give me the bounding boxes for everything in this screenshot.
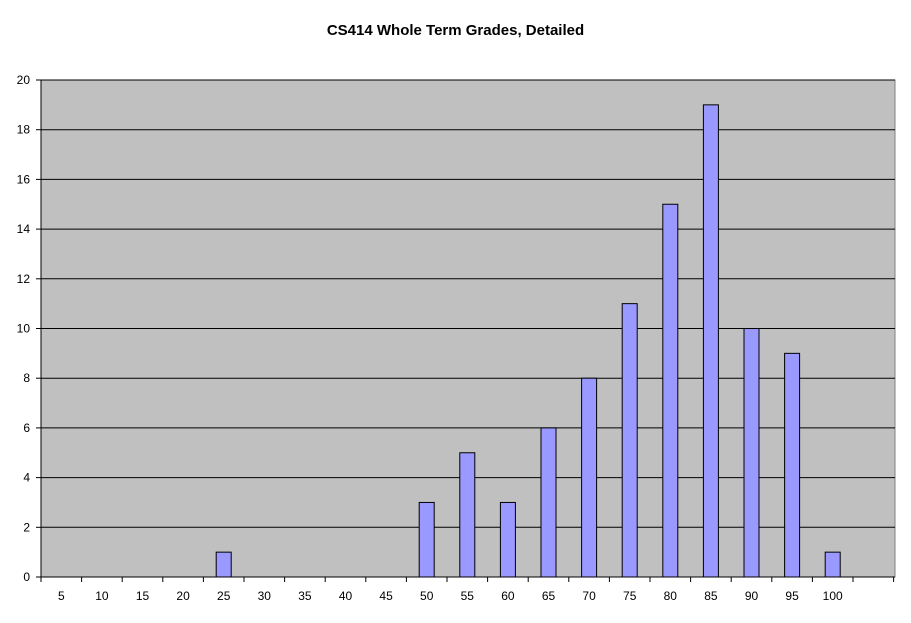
bar bbox=[784, 352, 801, 578]
x-tick-label: 95 bbox=[785, 589, 799, 603]
x-tick-label: 75 bbox=[623, 589, 637, 603]
x-tick-label: 100 bbox=[823, 589, 843, 603]
x-tick-label: 45 bbox=[379, 589, 393, 603]
x-tick-label: 30 bbox=[258, 589, 272, 603]
bar bbox=[540, 427, 557, 578]
y-tick-label: 14 bbox=[17, 222, 31, 236]
bar bbox=[621, 303, 638, 578]
y-tick-label: 20 bbox=[17, 73, 31, 87]
x-tick-label: 85 bbox=[704, 589, 718, 603]
bar bbox=[418, 501, 435, 578]
bars bbox=[215, 104, 841, 578]
bar bbox=[824, 551, 841, 578]
y-tick-label: 4 bbox=[23, 471, 30, 485]
bar bbox=[702, 104, 719, 578]
x-tick-label: 90 bbox=[745, 589, 759, 603]
bar bbox=[215, 551, 232, 578]
y-tick-label: 12 bbox=[17, 272, 31, 286]
y-tick-label: 18 bbox=[17, 123, 31, 137]
bar bbox=[581, 377, 598, 578]
y-tick-label: 8 bbox=[23, 371, 30, 385]
bar bbox=[459, 452, 476, 578]
x-tick-label: 15 bbox=[136, 589, 150, 603]
y-tick-label: 2 bbox=[23, 520, 30, 534]
bar bbox=[743, 328, 760, 578]
x-tick-label: 55 bbox=[461, 589, 475, 603]
x-tick-label: 20 bbox=[176, 589, 190, 603]
y-tick-label: 16 bbox=[17, 172, 31, 186]
x-tick-label: 5 bbox=[58, 589, 65, 603]
y-tick-labels: 0 2 4 6 8 10 12 14 16 18 20 bbox=[17, 73, 31, 584]
x-tick-label: 10 bbox=[95, 589, 109, 603]
y-tick-label: 6 bbox=[23, 421, 30, 435]
y-tick-label: 10 bbox=[17, 322, 31, 336]
x-tick-label: 60 bbox=[501, 589, 515, 603]
x-tick-label: 50 bbox=[420, 589, 434, 603]
bar bbox=[499, 501, 516, 578]
x-tick-label: 40 bbox=[339, 589, 353, 603]
x-tick-label: 70 bbox=[582, 589, 596, 603]
axes bbox=[36, 79, 895, 582]
x-tick-label: 80 bbox=[664, 589, 678, 603]
y-tick-label: 0 bbox=[23, 570, 30, 584]
x-tick-label: 35 bbox=[298, 589, 312, 603]
x-tick-label: 25 bbox=[217, 589, 231, 603]
chart-title: CS414 Whole Term Grades, Detailed bbox=[326, 22, 585, 39]
bar bbox=[662, 203, 679, 578]
x-tick-labels: 5 10 15 20 25 30 35 40 45 50 55 60 65 70 75 80 85 90 95 100 bbox=[58, 589, 843, 603]
x-tick-label: 65 bbox=[542, 589, 556, 603]
